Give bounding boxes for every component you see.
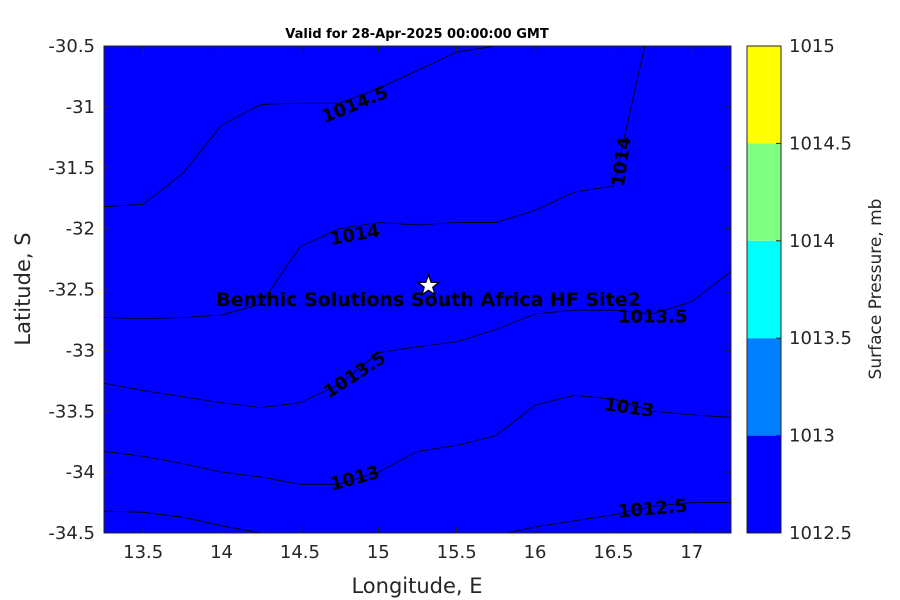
contour-lines	[104, 46, 731, 533]
colorbar-tick-label: 1013.5	[789, 328, 852, 349]
contour-fills	[104, 46, 731, 533]
x-axis-ticks: 13.5 14 14.5 15 15.5 16 16.5 17	[123, 46, 703, 563]
chart-title: Valid for 28-Apr-2025 00:00:00 GMT	[285, 27, 549, 42]
colorbar-segment	[747, 435, 781, 533]
colorbar-tick-label: 1014	[789, 231, 835, 252]
y-tick-label: -31.5	[48, 158, 95, 179]
x-tick-label: 13.5	[123, 542, 163, 563]
x-axis-label: Longitude, E	[351, 574, 482, 598]
colorbar-tick-label: 1012.5	[789, 523, 852, 544]
colorbar-label: Surface Pressure, mb	[866, 199, 886, 380]
contour-line-1012.5	[104, 502, 731, 533]
site-label: Benthic Solutions South Africa HF Site2	[216, 289, 641, 311]
y-tick-label: -34	[66, 462, 95, 483]
colorbar-tick-label: 1013	[789, 426, 835, 447]
colorbar-segment	[747, 143, 781, 241]
x-tick-label: 17	[680, 542, 703, 563]
y-tick-label: -33	[66, 340, 95, 361]
colorbar-segment	[747, 46, 781, 144]
x-tick-label: 14	[210, 542, 233, 563]
x-tick-label: 16	[524, 542, 547, 563]
colorbar-tick-label: 1014.5	[789, 133, 852, 154]
colorbar-frame	[746, 45, 782, 534]
site-star-marker	[416, 272, 441, 297]
colorbar-tick-label: 1015	[789, 36, 835, 57]
y-tick-label: -32	[66, 219, 95, 240]
y-tick-label: -34.5	[48, 523, 95, 544]
contour-fill-1012.5	[104, 46, 731, 533]
contour-line-1013.5	[104, 270, 731, 409]
colorbar-segment	[747, 240, 781, 339]
x-tick-label: 14.5	[280, 542, 320, 563]
y-tick-label: -33.5	[48, 401, 95, 422]
contour-line-1014.5	[104, 46, 496, 208]
y-tick-label: -32.5	[48, 280, 95, 301]
contour-label: 1013.5	[618, 306, 687, 327]
x-tick-label: 16.5	[593, 542, 633, 563]
colorbar-segment	[747, 338, 781, 436]
x-tick-label: 15	[367, 542, 390, 563]
contour-line-1013	[104, 395, 731, 485]
x-tick-label: 15.5	[437, 542, 477, 563]
colorbar: 1012.5 1013 1013.5 1014 1014.5 1015	[746, 36, 852, 544]
y-tick-label: -30.5	[48, 36, 95, 57]
y-axis-ticks: -30.5 -31 -31.5 -32 -32.5 -33 -33.5 -34 -34.5	[48, 36, 731, 544]
y-axis-label: Latitude, S	[11, 232, 35, 345]
y-tick-label: -31	[66, 97, 95, 118]
contour-line-1014	[104, 46, 646, 320]
